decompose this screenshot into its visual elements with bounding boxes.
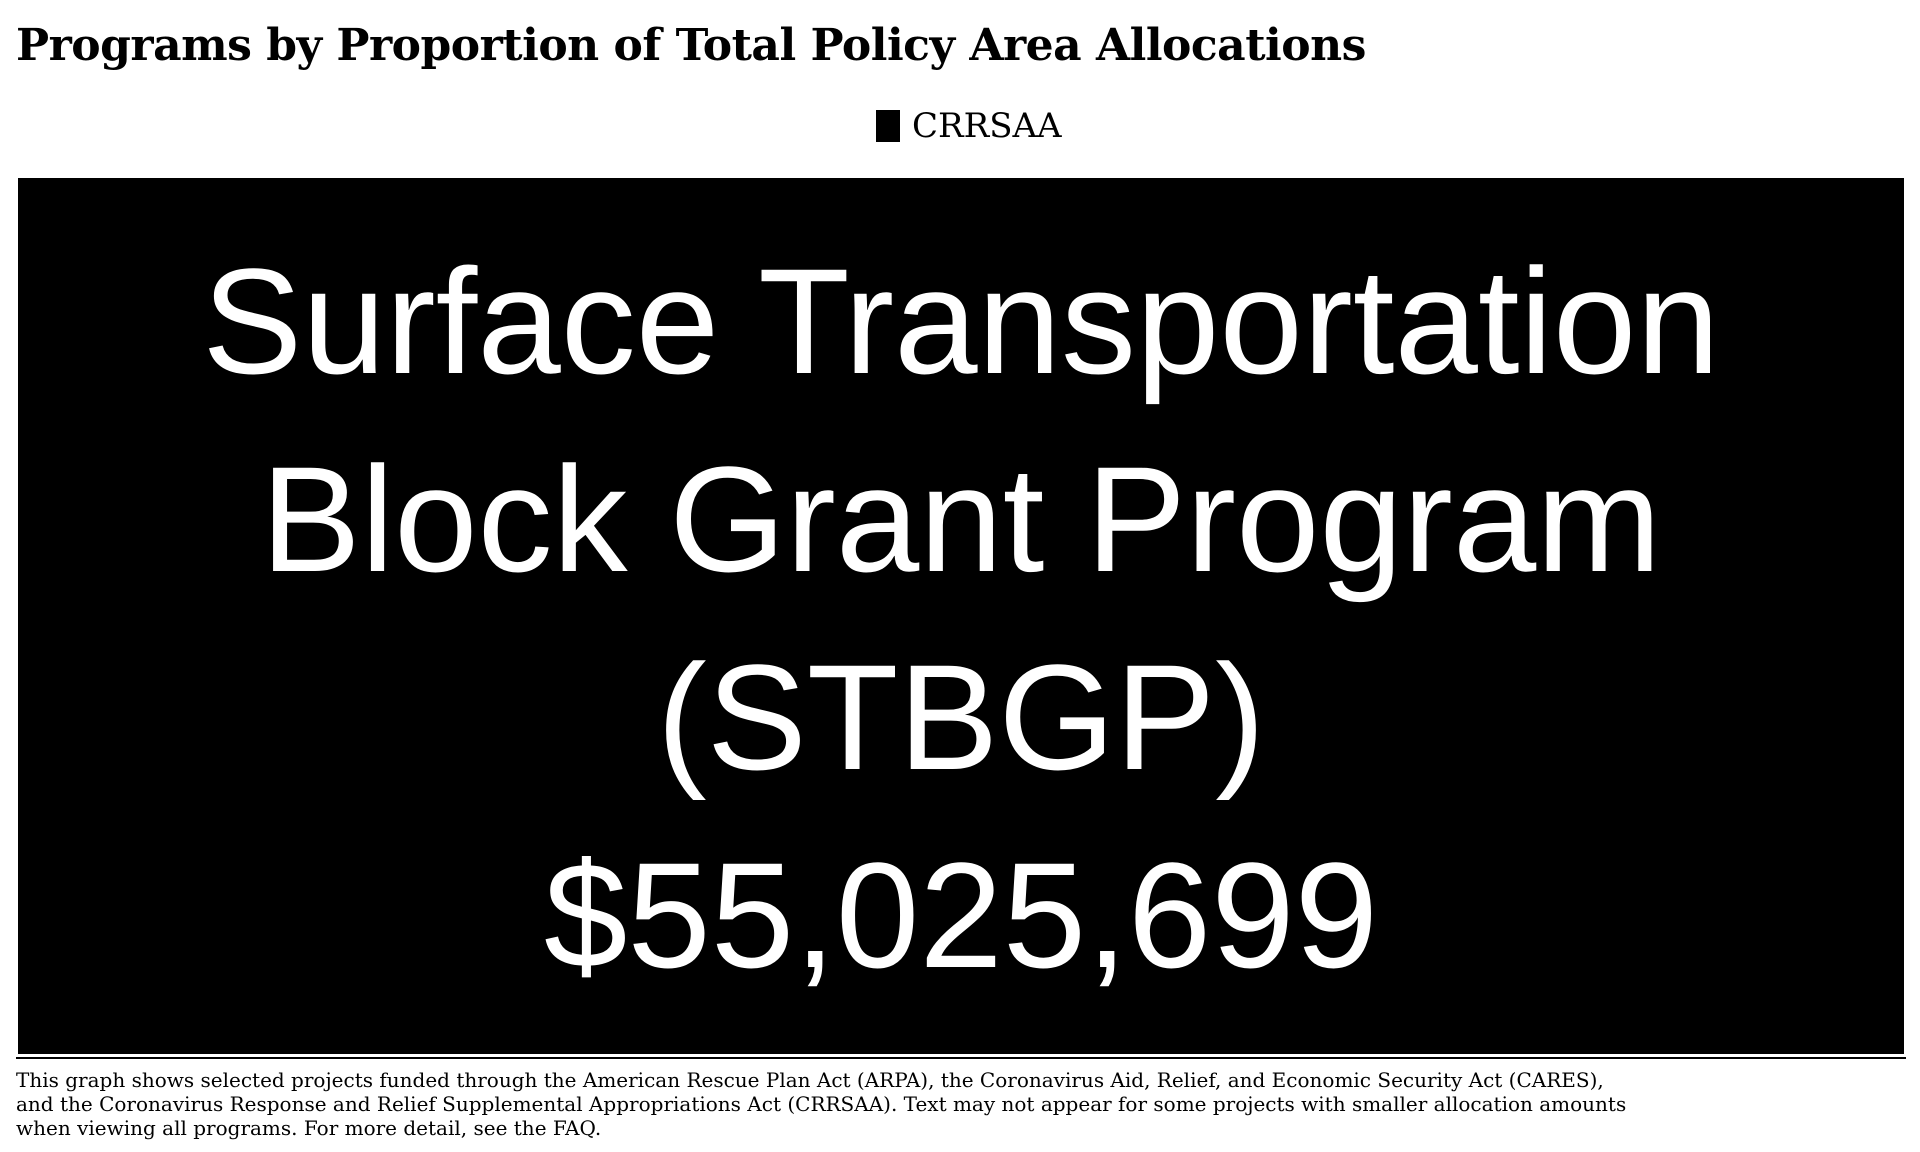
footnote-line: This graph shows selected projects funde… (16, 1068, 1604, 1092)
tile-program-label: Block Grant Program (261, 435, 1661, 603)
legend[interactable]: CRRSAA (876, 106, 1062, 146)
baseline-rule (16, 1057, 1906, 1059)
footnote-line: when viewing all programs. For more deta… (16, 1116, 602, 1140)
treemap-tile-rect[interactable] (18, 178, 1904, 1054)
chart-title: Programs by Proportion of Total Policy A… (16, 20, 1366, 71)
legend-swatch (876, 110, 900, 142)
tile-program-label: Surface Transportation (202, 237, 1720, 405)
tile-value-label: $55,025,699 (544, 831, 1378, 999)
tile-program-label: (STBGP) (657, 633, 1265, 801)
treemap-tile[interactable]: Surface Transportation Block Grant Progra… (18, 178, 1904, 1054)
footnote-line: and the Coronavirus Response and Relief … (16, 1092, 1627, 1116)
footnote: This graph shows selected projects funde… (16, 1068, 1896, 1140)
legend-label: CRRSAA (912, 106, 1062, 146)
treemap: Surface Transportation Block Grant Progra… (18, 178, 1904, 1054)
